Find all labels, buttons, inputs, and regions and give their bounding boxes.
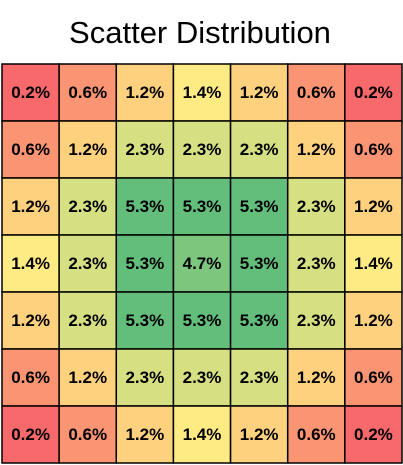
cell-label: 1.2% xyxy=(297,140,336,159)
cell-label: 0.2% xyxy=(11,425,50,444)
heatmap-cell xyxy=(172,405,232,464)
cell-label: 2.3% xyxy=(297,254,336,273)
cell-label: 0.6% xyxy=(11,140,50,159)
cell-label: 2.3% xyxy=(240,140,279,159)
cell-label: 2.3% xyxy=(183,368,222,387)
heatmap-cell xyxy=(1,120,60,179)
heatmap-cell xyxy=(286,177,346,236)
cell-label: 0.2% xyxy=(354,425,393,444)
cell-label: 5.3% xyxy=(125,197,164,216)
cell-label: 0.6% xyxy=(68,83,107,102)
heatmap-cell xyxy=(115,177,175,236)
cell-label: 2.3% xyxy=(297,197,336,216)
heatmap-cell xyxy=(1,291,60,350)
cell-label: 1.2% xyxy=(125,425,164,444)
cell-label: 2.3% xyxy=(68,254,107,273)
heatmap-cell xyxy=(58,348,118,407)
heatmap-cell xyxy=(344,177,403,236)
heatmap-cell xyxy=(229,177,289,236)
cell-label: 0.2% xyxy=(354,83,393,102)
cell-label: 1.2% xyxy=(354,197,393,216)
heatmap-cell xyxy=(344,348,403,407)
cell-label: 2.3% xyxy=(125,140,164,159)
cell-label: 5.3% xyxy=(240,197,279,216)
cell-label: 2.3% xyxy=(297,311,336,330)
heatmap-cell xyxy=(58,177,118,236)
heatmap-cell xyxy=(1,348,60,407)
heatmap-cell xyxy=(1,234,60,293)
heatmap-cell xyxy=(286,405,346,464)
cell-label: 5.3% xyxy=(125,311,164,330)
cell-label: 1.4% xyxy=(183,83,222,102)
cell-label: 1.2% xyxy=(354,311,393,330)
cell-label: 5.3% xyxy=(240,311,279,330)
heatmap-cell xyxy=(229,348,289,407)
chart-title: Scatter Distribution xyxy=(69,15,331,50)
cell-label: 5.3% xyxy=(125,254,164,273)
cell-label: 1.2% xyxy=(68,140,107,159)
heatmap-cell xyxy=(115,291,175,350)
cell-label: 0.6% xyxy=(354,368,393,387)
heatmap-cell xyxy=(58,63,118,122)
cell-label: 1.4% xyxy=(183,425,222,444)
heatmap-cell xyxy=(344,234,403,293)
cell-label: 1.2% xyxy=(240,83,279,102)
heatmap-cell xyxy=(286,63,346,122)
heatmap-cell xyxy=(344,120,403,179)
cell-label: 1.2% xyxy=(240,425,279,444)
cell-label: 4.7% xyxy=(183,254,222,273)
cell-label: 2.3% xyxy=(68,311,107,330)
heatmap-cell xyxy=(115,405,175,464)
heatmap-cell xyxy=(58,234,118,293)
heatmap-cell xyxy=(1,63,60,122)
heatmap-cell xyxy=(172,177,232,236)
cell-label: 5.3% xyxy=(183,311,222,330)
cell-label: 0.6% xyxy=(297,425,336,444)
heatmap-cell xyxy=(229,405,289,464)
cell-label: 0.6% xyxy=(354,140,393,159)
cell-label: 1.4% xyxy=(11,254,50,273)
cell-label: 1.4% xyxy=(354,254,393,273)
cell-label: 1.2% xyxy=(125,83,164,102)
cell-label: 1.2% xyxy=(11,197,50,216)
cell-label: 2.3% xyxy=(68,197,107,216)
cell-label: 1.2% xyxy=(68,368,107,387)
cell-label: 1.2% xyxy=(297,368,336,387)
cell-label: 2.3% xyxy=(240,368,279,387)
heatmap-cell xyxy=(229,120,289,179)
cell-label: 2.3% xyxy=(125,368,164,387)
cell-label: 5.3% xyxy=(183,197,222,216)
cell-label: 1.2% xyxy=(11,311,50,330)
cell-label: 0.6% xyxy=(297,83,336,102)
cell-label: 2.3% xyxy=(183,140,222,159)
cell-label: 0.6% xyxy=(68,425,107,444)
heatmap-cell xyxy=(115,120,175,179)
cell-label: 5.3% xyxy=(240,254,279,273)
heatmap-cell xyxy=(286,234,346,293)
cell-label: 0.6% xyxy=(11,368,50,387)
cell-label: 0.2% xyxy=(11,83,50,102)
heatmap-cell xyxy=(344,405,403,464)
